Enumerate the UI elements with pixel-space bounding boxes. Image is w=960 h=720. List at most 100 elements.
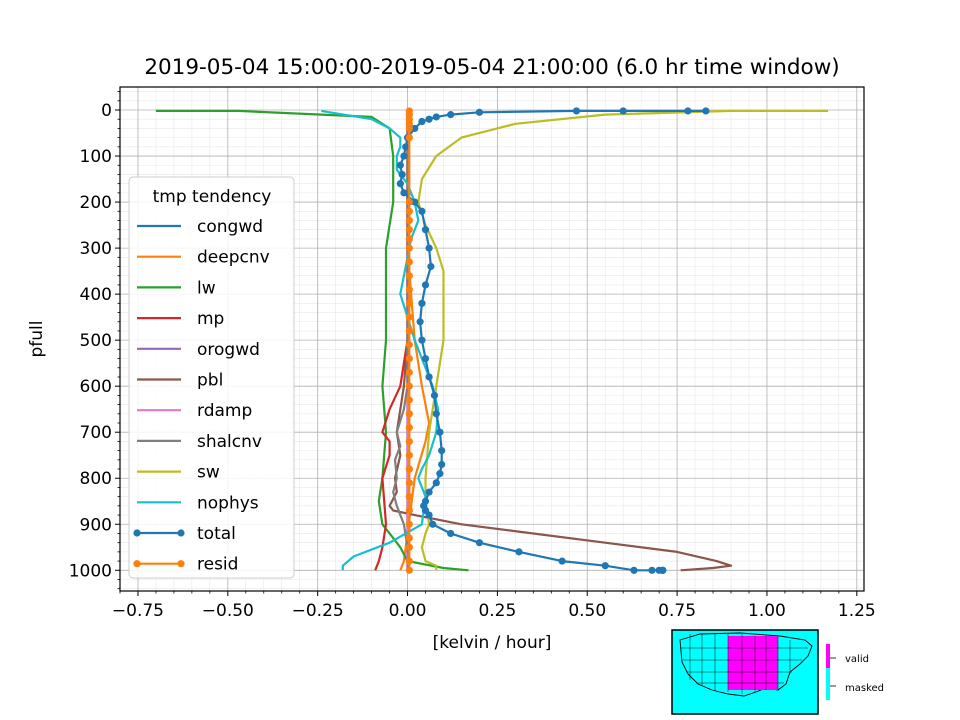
legend-title: tmp tendency <box>153 187 272 207</box>
data-point-total <box>429 521 436 528</box>
y-tick-label: 800 <box>80 469 112 489</box>
data-point-total <box>436 429 443 436</box>
data-point-resid <box>406 521 413 528</box>
x-tick-label: 0.75 <box>658 601 696 621</box>
data-point-resid <box>406 424 413 431</box>
inset-legend-valid-swatch <box>826 644 830 668</box>
data-point-resid <box>406 557 413 564</box>
data-point-total <box>620 107 627 114</box>
y-axis-label: pfull <box>27 321 47 358</box>
x-tick-label: 0.00 <box>389 601 427 621</box>
data-point-total <box>447 111 454 118</box>
data-point-total <box>702 107 709 114</box>
data-point-resid <box>406 208 413 215</box>
data-point-resid <box>406 341 413 348</box>
x-tick-label: −0.25 <box>292 601 344 621</box>
y-tick-label: 200 <box>80 193 112 213</box>
data-point-total <box>399 171 406 178</box>
legend-marker-resid <box>177 560 184 567</box>
data-point-total <box>659 567 666 574</box>
y-tick-label: 100 <box>80 147 112 167</box>
legend-label-total: total <box>197 524 236 544</box>
inset-legend-masked-swatch <box>826 668 830 700</box>
data-point-resid <box>406 479 413 486</box>
data-point-total <box>684 107 691 114</box>
legend-label-congwd: congwd <box>197 217 263 237</box>
legend-label-pbl: pbl <box>197 371 223 391</box>
data-point-total <box>417 318 424 325</box>
data-point-total <box>397 162 404 169</box>
data-point-resid <box>406 452 413 459</box>
data-point-total <box>426 244 433 251</box>
data-point-total <box>422 281 429 288</box>
data-point-resid <box>406 300 413 307</box>
legend-marker-total <box>177 529 184 536</box>
data-point-total <box>515 548 522 555</box>
data-point-total <box>476 109 483 116</box>
data-point-resid <box>406 438 413 445</box>
data-point-total <box>426 488 433 495</box>
data-point-total <box>426 116 433 123</box>
data-point-total <box>558 557 565 564</box>
data-point-resid <box>406 410 413 417</box>
data-point-resid <box>406 235 413 242</box>
data-point-resid <box>406 244 413 251</box>
data-point-total <box>436 470 443 477</box>
data-point-resid <box>406 534 413 541</box>
data-point-resid <box>406 327 413 334</box>
data-point-total <box>418 337 425 344</box>
data-point-resid <box>406 493 413 500</box>
data-point-total <box>427 263 434 270</box>
y-tick-label: 700 <box>80 423 112 443</box>
y-tick-label: 1000 <box>69 561 112 581</box>
data-point-total <box>426 373 433 380</box>
x-tick-label: −0.75 <box>112 601 164 621</box>
legend-marker-total <box>133 529 140 536</box>
x-tick-label: −0.50 <box>202 601 254 621</box>
data-point-resid <box>406 217 413 224</box>
data-point-resid <box>406 125 413 132</box>
legend: tmp tendency congwd deepcnv lw mp orogwd pbl r… <box>129 177 294 578</box>
legend-label-deepcnv: deepcnv <box>197 248 270 268</box>
data-point-total <box>433 113 440 120</box>
data-point-total <box>433 410 440 417</box>
data-point-total <box>418 118 425 125</box>
legend-label-sw: sw <box>197 463 220 483</box>
data-point-total <box>648 567 655 574</box>
y-tick-label: 500 <box>80 331 112 351</box>
data-point-resid <box>406 314 413 321</box>
x-tick-label: 1.25 <box>838 601 876 621</box>
data-point-total <box>418 300 425 307</box>
data-point-resid <box>406 369 413 376</box>
legend-marker-resid <box>133 560 140 567</box>
data-point-resid <box>406 258 413 265</box>
x-tick-label: 0.25 <box>478 601 516 621</box>
data-point-resid <box>406 383 413 390</box>
data-point-total <box>422 226 429 233</box>
data-point-total <box>630 567 637 574</box>
data-point-resid <box>406 198 413 205</box>
y-tick-label: 0 <box>101 101 112 121</box>
data-point-resid <box>406 226 413 233</box>
data-point-resid <box>406 465 413 472</box>
legend-label-lw: lw <box>197 278 216 298</box>
inset-map-valid-area <box>728 636 778 690</box>
data-point-resid <box>406 286 413 293</box>
data-point-total <box>400 152 407 159</box>
x-tick-label: 0.50 <box>568 601 606 621</box>
legend-label-orogwd: orogwd <box>197 340 260 360</box>
chart-title: 2019-05-04 15:00:00-2019-05-04 21:00:00 … <box>144 55 839 80</box>
data-point-total <box>426 511 433 518</box>
legend-label-mp: mp <box>197 309 224 329</box>
x-axis-label: [kelvin / hour] <box>433 633 552 653</box>
data-point-total <box>431 392 438 399</box>
legend-label-nophys: nophys <box>197 493 259 513</box>
data-point-total <box>418 208 425 215</box>
data-point-total <box>476 539 483 546</box>
legend-label-resid: resid <box>197 555 238 575</box>
y-tick-label: 900 <box>80 515 112 535</box>
data-point-total <box>602 562 609 569</box>
data-point-total <box>397 180 404 187</box>
y-tick-label: 400 <box>80 285 112 305</box>
